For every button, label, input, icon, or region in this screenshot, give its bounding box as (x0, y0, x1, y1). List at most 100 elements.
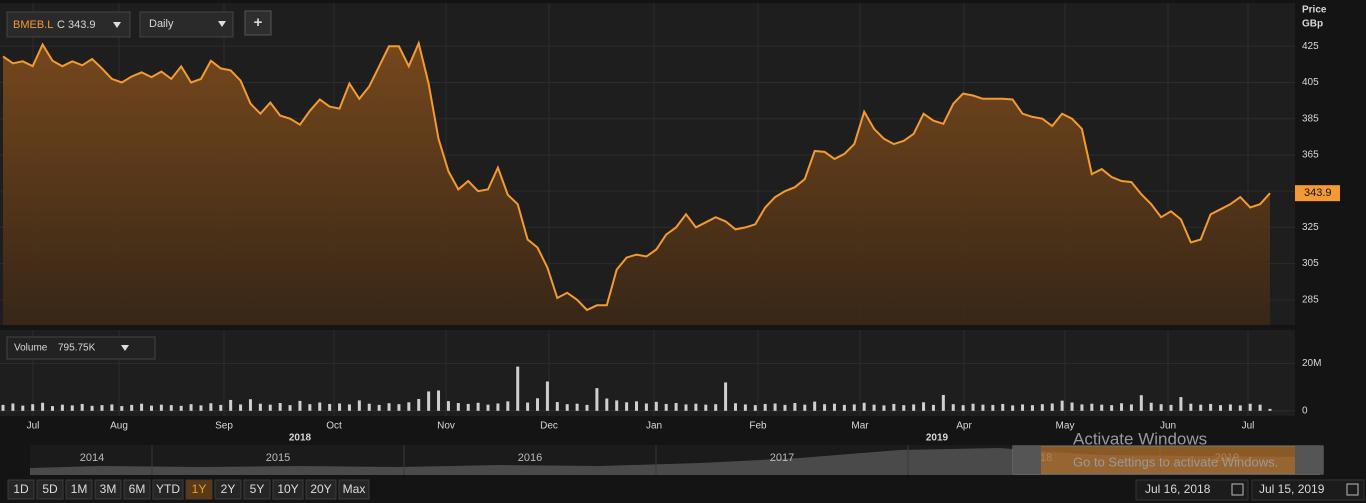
navigator-year: 2014 (80, 452, 104, 464)
volume-bar (437, 390, 441, 411)
end-date-box[interactable] (1251, 479, 1365, 501)
range-button[interactable] (7, 479, 35, 500)
volume-bar (1248, 403, 1252, 411)
volume-bar (209, 403, 213, 411)
volume-bar (1129, 404, 1133, 411)
volume-bar (565, 404, 569, 411)
navigator-handle[interactable] (1295, 446, 1323, 474)
volume-bar (159, 404, 163, 411)
volume-bar (387, 403, 391, 411)
range-button[interactable] (338, 479, 370, 500)
month-label: Nov (437, 421, 455, 432)
y-axis-title: Price (1302, 5, 1327, 16)
volume-bar (704, 404, 708, 411)
range-button[interactable] (36, 479, 64, 500)
volume-bar (110, 404, 114, 411)
symbol-box[interactable] (6, 11, 131, 38)
calendar-icon[interactable] (1231, 483, 1244, 496)
volume-bar (1011, 405, 1015, 411)
volume-bar (1070, 402, 1074, 411)
volume-bar (714, 404, 718, 411)
end-date: Jul 15, 2019 (1259, 482, 1325, 496)
range-button[interactable] (65, 479, 93, 500)
volume-bar (852, 404, 856, 411)
last-price-label: 343.9 (1304, 187, 1332, 199)
volume-bar (773, 403, 777, 411)
volume-bar (961, 405, 965, 411)
range-button[interactable] (272, 479, 304, 500)
volume-bar (793, 403, 797, 411)
volume-bar (951, 404, 955, 411)
volume-bar (832, 403, 836, 411)
volume-bar (1159, 404, 1163, 411)
month-label: Jul (1242, 421, 1255, 432)
volume-bar (100, 405, 104, 411)
volume-bar (21, 405, 25, 411)
volume-box[interactable] (6, 336, 156, 360)
volume-bar (1258, 404, 1262, 411)
volume-bar (41, 402, 45, 411)
y-tick-label: 20M (1302, 358, 1321, 369)
price-area (3, 43, 1270, 325)
volume-bar (427, 391, 431, 411)
volume-bar (1090, 403, 1094, 411)
range-button[interactable] (243, 479, 271, 500)
calendar-icon[interactable] (1346, 483, 1359, 496)
volume-bar (684, 404, 688, 411)
volume-bar (605, 398, 609, 411)
volume-bar (466, 403, 470, 411)
volume-bar (70, 405, 74, 411)
range-button[interactable] (123, 479, 151, 500)
volume-bar (140, 403, 144, 411)
start-date-box[interactable] (1135, 479, 1249, 501)
range-button[interactable] (185, 479, 213, 500)
volume-bar (862, 402, 866, 411)
volume-bar (169, 405, 173, 411)
navigator-handle[interactable] (1013, 446, 1041, 474)
range-button[interactable] (152, 479, 184, 500)
month-label: Mar (851, 421, 869, 432)
range-button-label: YTD (156, 482, 180, 496)
year-label: 2019 (926, 433, 949, 444)
volume-bar (149, 405, 153, 411)
volume-bar (931, 404, 935, 411)
range-button-label: 1D (13, 482, 29, 496)
volume-bar (783, 404, 787, 411)
volume-bar (229, 399, 233, 411)
price-line (2, 40, 1271, 312)
volume-bar (922, 402, 926, 411)
volume-bar (823, 404, 827, 411)
y-tick-label: 425 (1302, 41, 1319, 52)
volume-bar (991, 404, 995, 411)
volume-bar (367, 403, 371, 411)
month-label: May (1056, 421, 1075, 432)
navigator-year: 2015 (266, 452, 290, 464)
volume-bar (248, 399, 252, 411)
volume-value: 795.75K (58, 343, 96, 354)
navigator-selection[interactable] (1012, 445, 1324, 475)
volume-bar (179, 405, 183, 411)
add-button[interactable] (244, 10, 272, 36)
volume-bar (1, 404, 5, 411)
volume-bar (268, 404, 272, 411)
volume-bar (1060, 400, 1064, 411)
range-button[interactable] (305, 479, 337, 500)
volume-bar (813, 401, 817, 411)
month-label: Jan (646, 421, 662, 432)
volume-bar (239, 404, 243, 411)
volume-bar (1228, 404, 1232, 411)
volume-bar (1050, 403, 1054, 411)
volume-bar (199, 405, 203, 411)
volume-bar (753, 405, 757, 411)
volume-bar (1219, 405, 1223, 411)
volume-bar (90, 405, 94, 411)
volume-bar (971, 403, 975, 411)
range-button[interactable] (214, 479, 242, 500)
volume-bar (882, 405, 886, 411)
interval-box[interactable] (139, 11, 234, 38)
volume-bar (407, 402, 411, 411)
range-button[interactable] (94, 479, 122, 500)
volume-bar (654, 401, 658, 411)
volume-bar (1100, 404, 1104, 411)
